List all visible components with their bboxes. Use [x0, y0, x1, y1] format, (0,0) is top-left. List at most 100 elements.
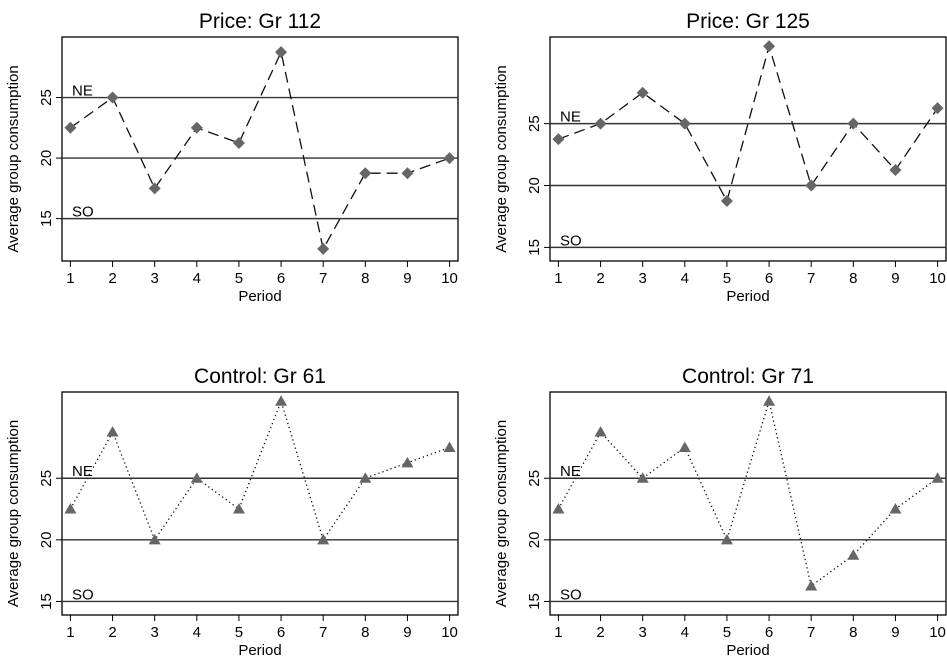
data-point-diamond [847, 117, 860, 130]
panel-title: Price: Gr 125 [686, 10, 810, 33]
data-point-diamond [190, 121, 203, 134]
x-axis-label: Period [726, 288, 769, 305]
x-tick-label: 2 [108, 270, 116, 287]
y-tick-label: 20 [38, 150, 55, 167]
reference-line-label: SO [560, 586, 582, 603]
panel-title: Control: Gr 71 [682, 365, 814, 388]
x-tick-label: 7 [319, 624, 327, 641]
data-point-diamond [106, 91, 119, 104]
data-point-triangle [359, 472, 372, 483]
x-tick-label: 1 [554, 624, 562, 641]
x-tick-label: 7 [807, 624, 815, 641]
x-tick-label: 3 [151, 270, 159, 287]
x-tick-label: 4 [193, 624, 201, 641]
x-axis-label: Period [238, 288, 281, 305]
data-point-triangle [678, 441, 691, 452]
chart-panel-1: Price: Gr 112 NE SO 1 2 3 4 5 6 7 8 9 10 15 20 25 Period… [5, 10, 459, 305]
x-tick-label: 6 [277, 624, 285, 641]
data-point-triangle [847, 549, 860, 560]
x-tick-label: 3 [151, 624, 159, 641]
reference-line-label: SO [560, 232, 582, 249]
x-tick-label: 10 [441, 270, 458, 287]
reference-line-label: SO [72, 204, 94, 221]
x-tick-label: 8 [849, 270, 857, 287]
data-point-triangle [552, 503, 565, 514]
data-point-diamond [720, 194, 733, 207]
data-point-triangle [805, 580, 818, 591]
y-tick-label: 25 [526, 470, 543, 487]
chart-panel-4: Control: Gr 71 NE SO 1 2 3 4 5 6 7 8 9 10 15 20 25 Perio… [493, 365, 947, 659]
reference-line-label: NE [560, 109, 581, 126]
data-point-triangle [148, 533, 161, 545]
x-tick-label: 7 [807, 270, 815, 287]
x-tick-label: 2 [108, 624, 116, 641]
series-line [557, 398, 938, 588]
data-point-diamond [636, 86, 649, 99]
x-tick-label: 3 [639, 270, 647, 287]
data-point-triangle [106, 426, 119, 437]
data-point-diamond [678, 117, 691, 130]
x-tick-label: 8 [361, 270, 369, 287]
data-point-diamond [594, 117, 607, 130]
plot-frame [61, 391, 459, 616]
x-axis-label: Period [726, 642, 769, 659]
x-tick-label: 5 [723, 270, 731, 287]
chart-panel-2: Price: Gr 125 NE SO 1 2 3 4 5 6 7 8 9 10 15 20 25 Period… [493, 10, 947, 305]
data-point-diamond [931, 102, 944, 115]
y-tick-label: 25 [38, 89, 55, 106]
y-tick-label: 25 [526, 115, 543, 132]
panel-title: Price: Gr 112 [199, 10, 321, 33]
data-point-diamond [317, 242, 330, 255]
y-axis-label: Average group consumption [493, 420, 510, 607]
plot-frame [61, 36, 459, 262]
series-line [558, 43, 939, 203]
data-point-diamond [64, 121, 77, 134]
x-tick-label: 9 [403, 624, 411, 641]
x-tick-label: 1 [66, 270, 74, 287]
y-axis-label: Average group consumption [5, 65, 22, 252]
reference-line-label: NE [72, 83, 93, 100]
x-tick-label: 1 [554, 270, 562, 287]
data-point-triangle [443, 441, 456, 452]
x-tick-label: 6 [277, 270, 285, 287]
reference-line-label: SO [72, 586, 94, 603]
data-point-diamond [275, 46, 288, 59]
x-tick-label: 7 [319, 270, 327, 287]
series-line [69, 399, 450, 542]
reference-line-label: NE [560, 463, 581, 480]
data-point-triangle [931, 472, 944, 483]
data-point-triangle [889, 503, 902, 514]
x-tick-label: 10 [929, 270, 946, 287]
plot-frame [549, 391, 947, 616]
data-point-triangle [636, 472, 649, 483]
x-tick-label: 6 [765, 624, 773, 641]
x-tick-label: 4 [193, 270, 201, 287]
data-point-triangle [232, 503, 245, 514]
y-tick-label: 15 [38, 210, 55, 227]
data-point-diamond [148, 182, 161, 195]
y-tick-label: 15 [526, 239, 543, 256]
data-point-diamond [763, 40, 776, 53]
data-point-triangle [64, 503, 77, 514]
data-point-diamond [401, 167, 414, 180]
data-point-triangle [401, 456, 414, 468]
x-tick-label: 5 [235, 624, 243, 641]
y-tick-label: 15 [526, 593, 543, 610]
plot-frame [549, 36, 947, 262]
x-tick-label: 9 [891, 270, 899, 287]
x-tick-label: 5 [723, 624, 731, 641]
x-tick-label: 4 [681, 270, 689, 287]
x-tick-label: 10 [929, 624, 946, 641]
y-tick-label: 25 [38, 470, 55, 487]
x-tick-label: 1 [66, 624, 74, 641]
x-tick-label: 8 [361, 624, 369, 641]
data-point-triangle [594, 426, 607, 437]
y-axis-label: Average group consumption [5, 420, 22, 607]
data-point-diamond [232, 136, 245, 149]
data-point-diamond [443, 152, 456, 165]
x-tick-label: 6 [765, 270, 773, 287]
data-point-diamond [552, 133, 565, 146]
x-tick-label: 10 [441, 624, 458, 641]
x-axis-label: Period [238, 642, 281, 659]
